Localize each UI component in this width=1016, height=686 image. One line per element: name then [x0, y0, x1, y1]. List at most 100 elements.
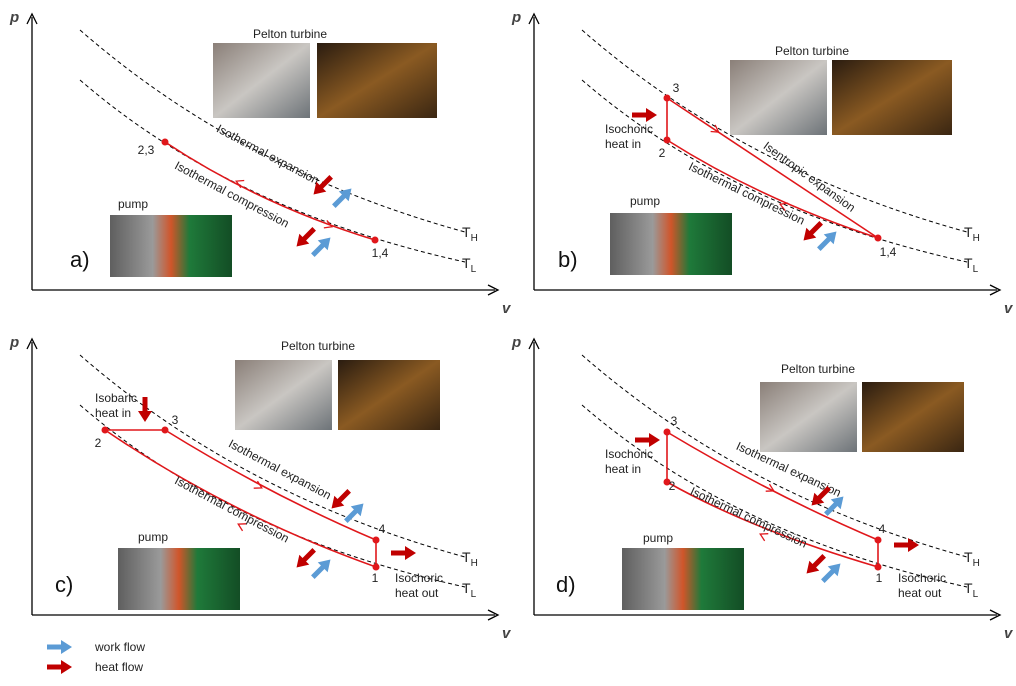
work-arrow [308, 233, 336, 261]
state-label: 2 [659, 146, 666, 160]
panel-label: d) [556, 572, 576, 597]
state-label: 3 [671, 414, 678, 428]
heat-note: heat out [898, 586, 942, 600]
isotherm-subscript: H [973, 233, 980, 244]
isotherm-subscript: H [471, 558, 478, 569]
axis-label-v: v [1004, 625, 1014, 642]
state-label: 3 [673, 81, 680, 95]
heat-arrow [632, 108, 657, 122]
isotherm-subscript: H [973, 558, 980, 569]
process-label: Isothermal expansion [214, 122, 321, 188]
state-label: 1,4 [372, 246, 389, 260]
state-point [372, 237, 379, 244]
panel: p v a) TH TL Pelton turbine pump 2,3 1,4 Isotherm… [9, 9, 512, 317]
legend-arrow [47, 640, 72, 654]
pump-photo [118, 548, 240, 610]
pump-photo [610, 213, 732, 275]
legend-label: heat flow [95, 660, 143, 674]
panel-label: c) [55, 572, 73, 597]
state-point [373, 564, 380, 571]
panel: p v d) TH TL Pelton turbine pump 3 2 4 1 Isothermal… [511, 334, 1014, 642]
turbine-photo [760, 382, 857, 452]
process-label: Isothermal compression [688, 484, 809, 551]
isotherm-subscript: H [471, 233, 478, 244]
heat-note: Isochoric [898, 571, 946, 585]
axis-label-p: p [511, 334, 521, 351]
isotherm-label: TL [964, 580, 979, 600]
state-label: 4 [379, 522, 386, 536]
state-label: 4 [879, 522, 886, 536]
heat-arrow [138, 397, 152, 422]
state-point [102, 427, 109, 434]
pump-label: pump [138, 530, 168, 544]
panel: pvc)THTLPelton turbinepump2341Isothermal… [9, 334, 512, 642]
isotherm-subscript: L [471, 589, 477, 600]
axis-label-v: v [502, 300, 512, 317]
state-point [875, 235, 882, 242]
panel-label: b) [558, 247, 578, 272]
diagram: pva)THTLPelton turbinepump2,31,4Isotherm… [0, 0, 1016, 681]
panel-label: a) [70, 247, 90, 272]
axis-label-p: p [9, 334, 19, 351]
axis-arrow [529, 14, 1000, 295]
axis-label-p: p [9, 9, 19, 26]
pump-label: pump [643, 531, 673, 545]
direction-arrow [234, 178, 244, 188]
turbine-photo [338, 360, 440, 430]
state-label: 1,4 [880, 245, 897, 259]
heat-arrow [894, 538, 919, 552]
turbine-photo [730, 60, 827, 135]
isotherm-label: TH [964, 549, 980, 569]
state-point [664, 429, 671, 436]
turbine-label: Pelton turbine [281, 339, 355, 353]
state-point [162, 139, 169, 146]
turbine-photo [862, 382, 964, 452]
legend-label: work flow [94, 640, 145, 654]
process-label: Isothermal expansion [226, 437, 333, 503]
axis-label-v: v [1004, 300, 1014, 317]
heat-note: Isochoric [605, 122, 653, 136]
isotherm-label: TH [462, 549, 478, 569]
state-point [664, 137, 671, 144]
isotherm-label: TL [462, 255, 477, 275]
heat-arrow [292, 224, 320, 252]
work-arrow [329, 184, 357, 212]
work-arrow [341, 499, 369, 527]
heat-arrow [635, 433, 660, 447]
state-label: 2,3 [138, 143, 155, 157]
heat-arrow [391, 546, 416, 560]
work-arrow [308, 555, 336, 583]
isotherm-subscript: L [471, 264, 477, 275]
heat-arrow [802, 551, 830, 579]
turbine-photo [317, 43, 437, 118]
state-point [664, 95, 671, 102]
pump-photo [110, 215, 232, 277]
isotherm-subscript: L [973, 264, 979, 275]
heat-note: heat in [95, 406, 131, 420]
axis-label-p: p [511, 9, 521, 26]
state-point [875, 537, 882, 544]
state-label: 1 [876, 571, 883, 585]
heat-note: heat out [395, 586, 439, 600]
heat-note: Isochoric [605, 447, 653, 461]
isotherm-label: TH [462, 224, 478, 244]
heat-note: Isobaric [95, 391, 137, 405]
state-label: 3 [172, 413, 179, 427]
turbine-label: Pelton turbine [781, 362, 855, 376]
turbine-label: Pelton turbine [253, 27, 327, 41]
turbine-label: Pelton turbine [775, 44, 849, 58]
heat-note: heat in [605, 462, 641, 476]
turbine-photo [235, 360, 332, 430]
pump-photo [622, 548, 744, 610]
axis-label-v: v [502, 625, 512, 642]
turbine-photo [213, 43, 310, 118]
work-arrow [814, 227, 842, 255]
panel: pvb)THTLPelton turbinepump321,4Isentropi… [511, 9, 1014, 317]
isotherm-label: TL [964, 255, 979, 275]
pump-label: pump [118, 197, 148, 211]
isotherm-label: TH [964, 224, 980, 244]
heat-arrow [292, 545, 320, 573]
state-label: 2 [95, 436, 102, 450]
state-label: 2 [669, 479, 676, 493]
isotherm-subscript: L [973, 589, 979, 600]
